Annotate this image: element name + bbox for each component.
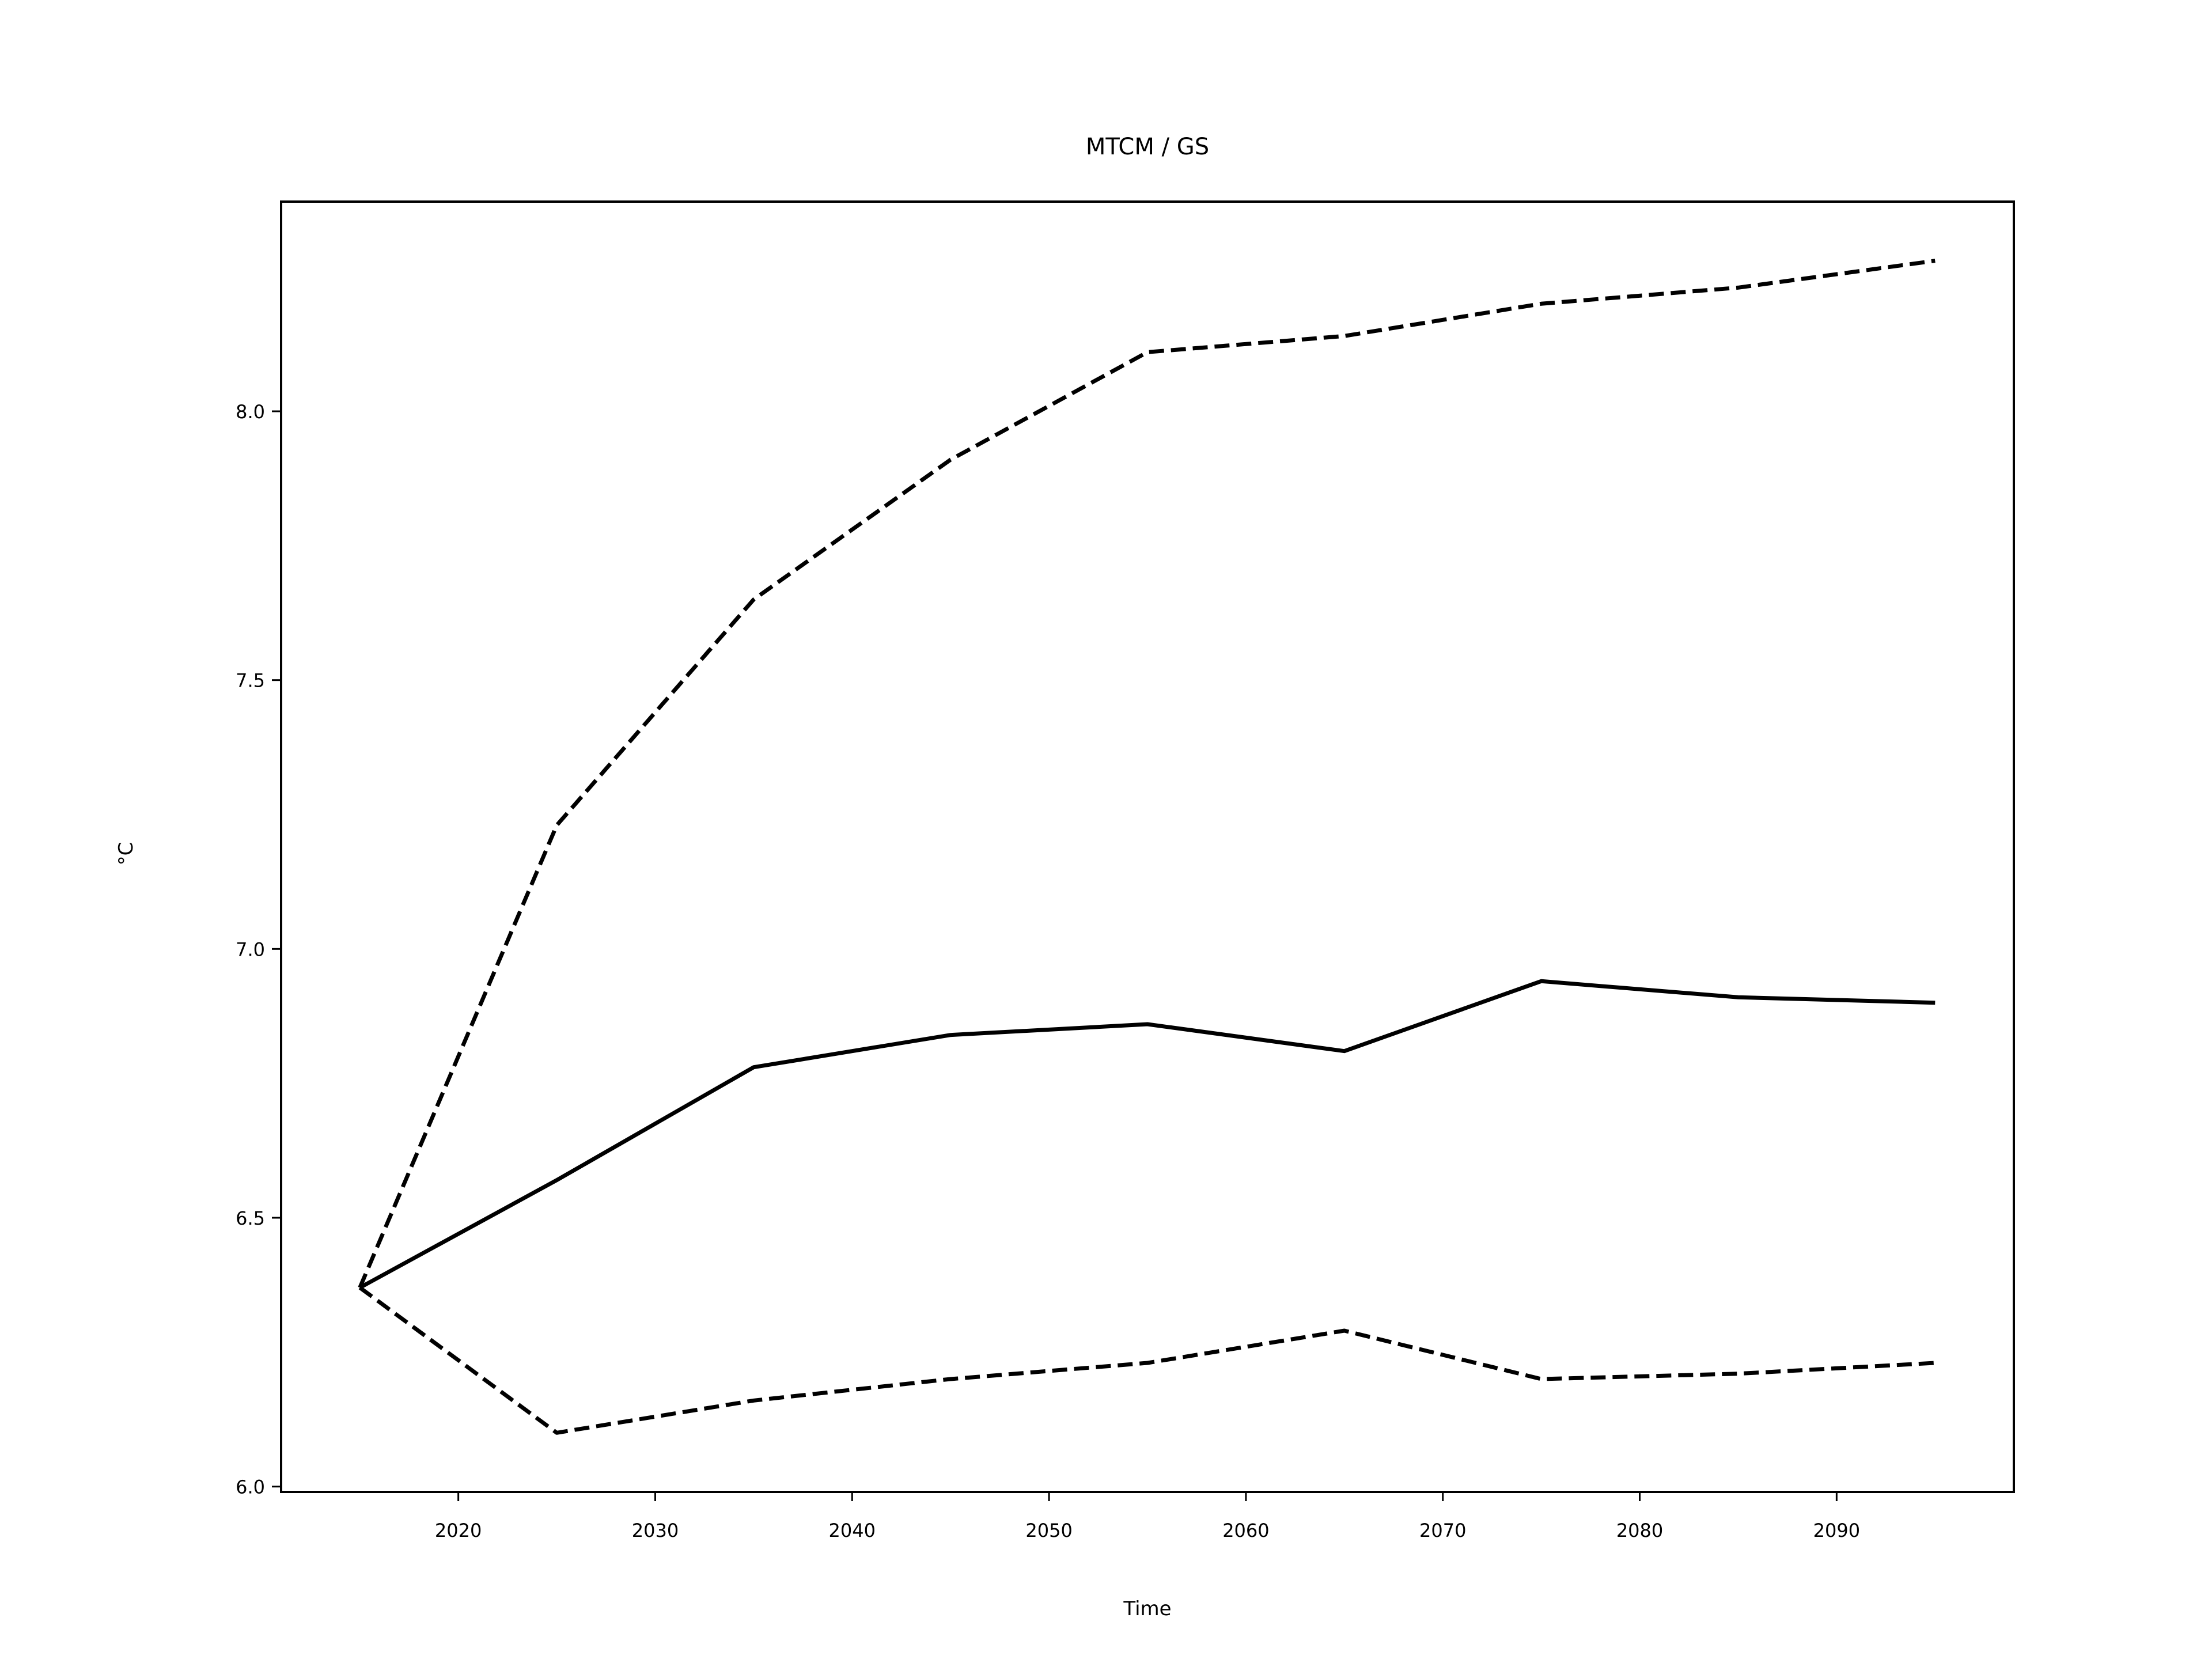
y-tick-label: 6.5 (236, 1207, 265, 1229)
plot-frame (280, 200, 2015, 1493)
dashed-series-line-1 (358, 259, 1936, 1289)
x-tick-label: 2030 (632, 1520, 679, 1541)
y-tick-label: 6.0 (236, 1476, 265, 1498)
x-tick-label: 2070 (1419, 1520, 1466, 1541)
y-tick-label: 7.5 (236, 670, 265, 692)
x-tick-label: 2020 (435, 1520, 482, 1541)
y-axis-label: °C (115, 842, 138, 866)
x-tick-label: 2040 (829, 1520, 876, 1541)
x-tick-label: 2060 (1222, 1520, 1269, 1541)
y-tick-label: 7.0 (236, 938, 265, 960)
y-tick-label: 8.0 (236, 401, 265, 423)
chart-title: MTCM / GS (1086, 134, 1209, 160)
x-tick-label: 2080 (1616, 1520, 1663, 1541)
x-tick-label: 2090 (1813, 1520, 1860, 1541)
x-tick-label: 2050 (1025, 1520, 1072, 1541)
dashed-series-line-2 (358, 1286, 1936, 1435)
solid-series-line-0 (359, 979, 1936, 1290)
x-axis-label: Time (1123, 1597, 1171, 1620)
plot-area (358, 259, 1936, 1435)
